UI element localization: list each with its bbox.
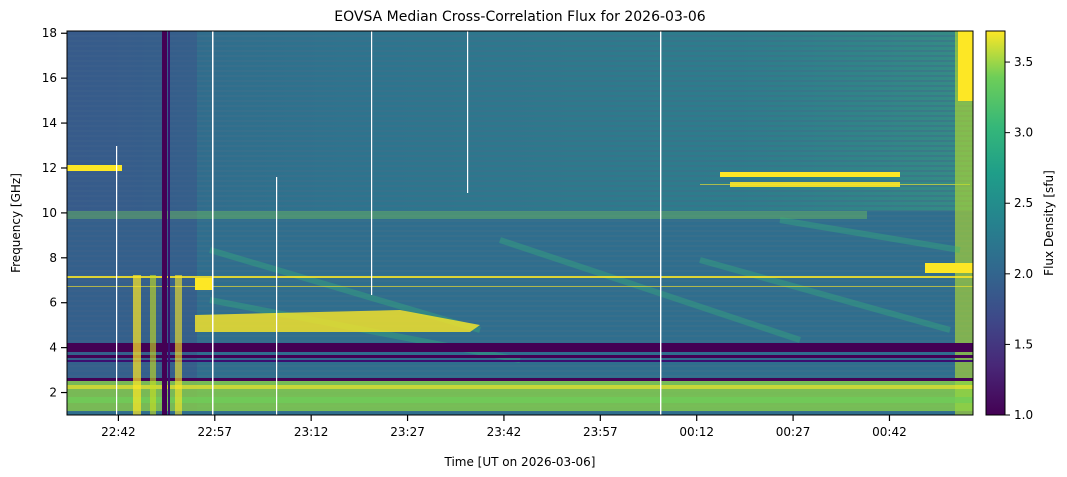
spectrogram-image [67,31,973,415]
x-tick-label: 23:57 [583,425,618,439]
x-tick-label: 00:12 [679,425,714,439]
x-tick-label: 23:42 [487,425,522,439]
colorbar-tick-label: 1.5 [1014,337,1033,351]
colorbar-tick-label: 3.5 [1014,55,1033,69]
x-axis: 22:42 22:57 23:12 23:27 23:42 23:57 00:12 00:27… [101,415,907,439]
y-tick-label: 8 [49,251,57,265]
y-tick-label: 12 [42,161,57,175]
y-axis-label: Frequency [GHz] [9,173,23,273]
colorbar-axis: 1.0 1.5 2.0 2.5 3.0 3.5 [1005,55,1033,422]
y-tick-label: 10 [42,206,57,220]
chart-title: EOVSA Median Cross-Correlation Flux for … [334,9,706,25]
colorbar-tick-label: 1.0 [1014,408,1033,422]
colorbar-tick-label: 3.0 [1014,126,1033,140]
y-tick-label: 14 [42,116,57,130]
y-axis: 2 4 6 8 10 12 14 16 18 [42,26,67,400]
plot-frame [66,30,974,416]
x-tick-label: 22:57 [197,425,232,439]
colorbar-label: Flux Density [sfu] [1042,170,1056,276]
y-tick-label: 4 [49,341,57,355]
colorbar-tick-label: 2.0 [1014,267,1033,281]
y-tick-label: 16 [42,71,57,85]
y-tick-label: 2 [49,386,57,400]
x-tick-label: 23:27 [390,425,425,439]
y-tick-label: 18 [42,26,57,40]
x-tick-label: 23:12 [294,425,329,439]
colorbar [985,30,1006,416]
x-tick-label: 22:42 [101,425,136,439]
colorbar-tick-label: 2.5 [1014,196,1033,210]
x-axis-label: Time [UT on 2026-03-06] [444,455,596,469]
x-tick-label: 00:42 [872,425,907,439]
x-tick-label: 00:27 [776,425,811,439]
y-tick-label: 6 [49,296,57,310]
